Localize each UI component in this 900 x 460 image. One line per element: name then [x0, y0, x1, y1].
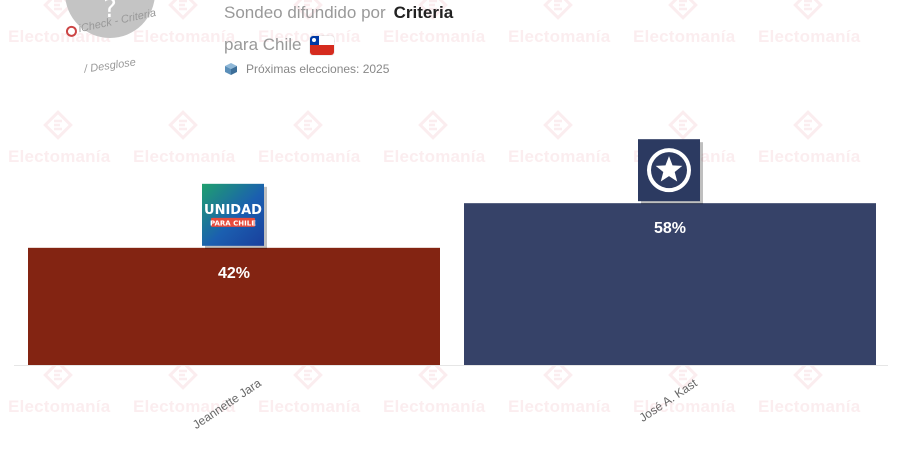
ballot-box-icon — [225, 63, 237, 75]
logo-text-line2: PARA CHILE — [210, 219, 256, 227]
bar-1[interactable] — [28, 247, 440, 365]
pollster-name: Criteria — [393, 3, 454, 22]
chart-subtitle: para Chile — [224, 35, 334, 55]
x-tick-label-2: José A. Kast — [637, 376, 701, 425]
target-icon — [64, 24, 78, 38]
chile-flag-icon — [309, 35, 334, 55]
star-icon — [655, 156, 683, 182]
chart-title: Sondeo difundido por Criteria — [224, 3, 453, 23]
title-prefix: Sondeo difundido por — [224, 3, 386, 22]
star-logo — [638, 139, 703, 205]
data-label-1: 42% — [218, 265, 250, 282]
chart-header: ? iCheck - Criteria / Desglose Sondeo di… — [0, 0, 900, 90]
logo-text-line1: UNIDAD — [204, 203, 262, 218]
x-tick-label-1: Jeannette Jara — [190, 376, 264, 432]
subtitle-text: para Chile — [224, 35, 302, 54]
poll-avatar-symbol: ? — [103, 0, 117, 24]
next-elections-text: Próximas elecciones: 2025 — [246, 62, 390, 76]
bar-2[interactable] — [464, 203, 876, 365]
next-elections: Próximas elecciones: 2025 — [224, 62, 389, 76]
breakdown-link[interactable]: / Desglose — [83, 56, 137, 76]
data-label-2: 58% — [654, 220, 686, 237]
